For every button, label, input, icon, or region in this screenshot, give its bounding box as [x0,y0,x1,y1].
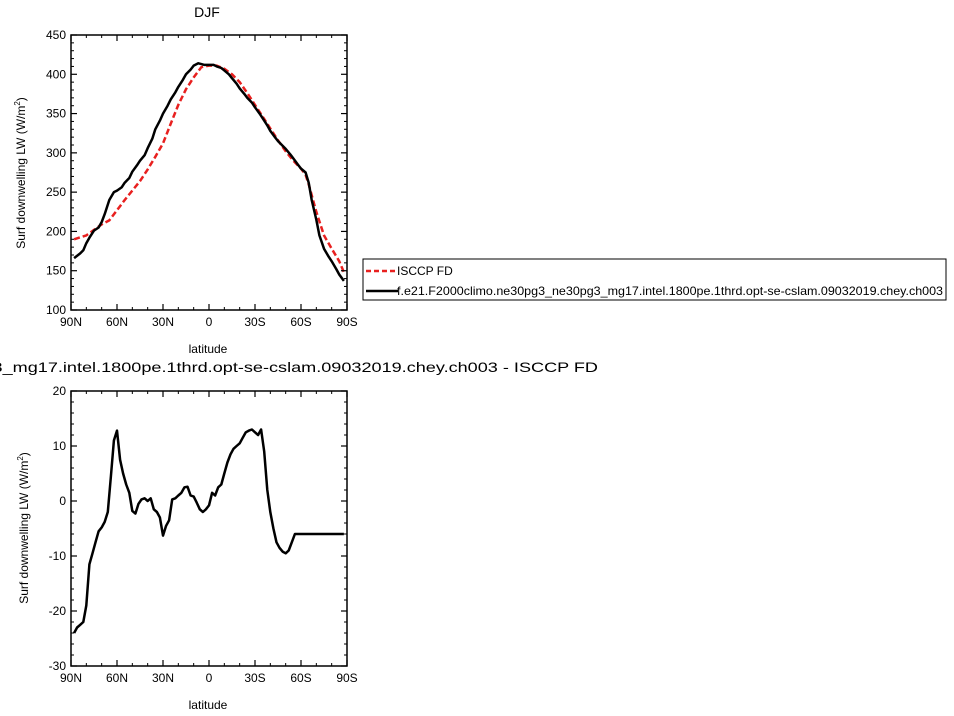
y-axis-label: Surf downwelling LW (W/m2) [13,97,28,249]
legend-box [362,258,947,301]
y-tick-label: 450 [46,28,66,42]
x-tick-label: 90N [60,315,82,329]
x-axis-label: latitude [189,698,228,712]
x-tick-label: 90S [336,315,357,329]
x-tick-label: 30N [152,315,174,329]
legend: ISCCP FD f.e21.F2000climo.ne30pg3_ne30pg… [362,258,947,301]
y-tick-label: 150 [46,264,66,278]
chart-title-difference: f.e21.F2000climo.ne30pg3_ne30pg3_mg17.in… [0,359,598,375]
x-tick-label: 60S [290,315,311,329]
x-tick-label: 60N [106,315,128,329]
y-axis-label: Surf downwelling LW (W/m2) [16,452,31,604]
x-tick-label: 60S [290,671,311,685]
x-tick-label: 90N [60,671,82,685]
x-tick-label: 0 [206,315,213,329]
y-tick-label: -20 [49,604,67,618]
y-tick-label: 400 [46,67,66,81]
y-axis-label-main: Surf downwelling LW (W/m [14,106,28,249]
legend-label-model: f.e21.F2000climo.ne30pg3_ne30pg3_mg17.in… [397,284,943,298]
y-tick-label: 10 [53,439,67,453]
x-tick-label: 0 [206,671,213,685]
y-tick-label: 100 [46,303,66,317]
x-tick-label: 30S [244,671,265,685]
y-axis-label-end: ) [14,97,28,101]
legend-label-isccp: ISCCP FD [397,264,453,278]
y-tick-label: 300 [46,146,66,160]
x-tick-label: 30S [244,315,265,329]
x-tick-label: 90S [336,671,357,685]
plot-frame [70,390,348,667]
series-line-1 [73,62,345,282]
top-plot-area: 100 150 200 250 300 350 400 450 90N 60N 30N 0 30S 60S… [46,28,358,329]
y-tick-label: 200 [46,224,66,238]
y-tick-label: 0 [59,494,66,508]
chart-title: DJF [194,4,220,20]
y-tick-label: 350 [46,107,66,121]
y-tick-label: 20 [53,384,67,398]
series-line-0 [73,428,344,634]
y-axis-label-main: Surf downwelling LW (W/m [17,461,31,604]
bottom-plot-area: -30 -20 -10 0 10 20 90N 60N 30N 0 30S 60S 90S [49,384,358,685]
y-tick-label: -10 [49,549,67,563]
y-tick-label: 250 [46,185,66,199]
x-tick-label: 60N [106,671,128,685]
panel-top: DJF 100 150 200 250 300 350 400 450 90N 60N 30N 0 30… [13,4,358,356]
y-axis-label-sup: 2 [16,456,25,461]
series-line-0 [73,64,346,273]
y-axis-label-sup: 2 [13,101,22,106]
y-axis-label-end: ) [17,452,31,456]
x-tick-label: 30N [152,671,174,685]
x-axis-label: latitude [189,342,228,356]
y-tick-label: -30 [49,659,67,673]
panel-bottom: f.e21.F2000climo.ne30pg3_ne30pg3_mg17.in… [0,359,598,712]
